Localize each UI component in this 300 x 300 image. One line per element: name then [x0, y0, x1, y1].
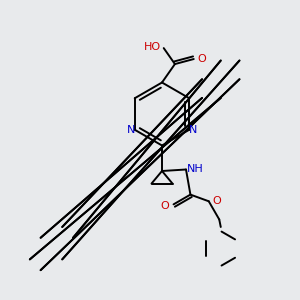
Text: O: O: [213, 196, 221, 206]
Text: NH: NH: [187, 164, 204, 174]
Text: HO: HO: [144, 42, 161, 52]
Text: O: O: [161, 201, 170, 211]
Text: N: N: [127, 125, 135, 135]
Text: N: N: [189, 125, 197, 135]
Text: O: O: [198, 54, 206, 64]
